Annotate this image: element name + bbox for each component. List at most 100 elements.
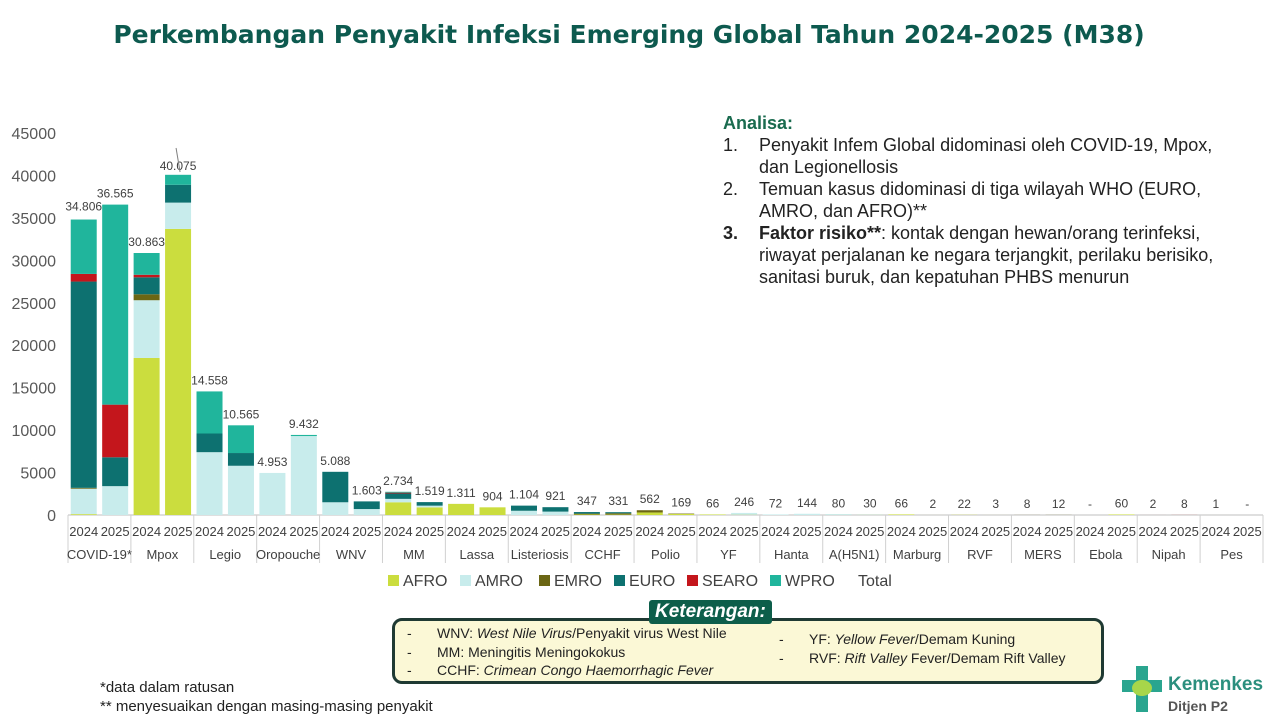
bar-segment-euro bbox=[353, 501, 380, 510]
x-tick-label: 2025 bbox=[918, 524, 947, 539]
x-tick-label: 2025 bbox=[1170, 524, 1199, 539]
bar-segment-amro bbox=[762, 514, 789, 515]
data-label: 2.734 bbox=[383, 474, 413, 488]
x-tick-label: 2025 bbox=[855, 524, 884, 539]
bar-segment-searo bbox=[70, 273, 97, 282]
x-tick-label: 2025 bbox=[415, 524, 444, 539]
y-tick-label: 0 bbox=[47, 508, 56, 525]
analysis-item: 3. Faktor risiko**: kontak dengan hewan/o… bbox=[723, 223, 1214, 287]
x-tick-label: 2024 bbox=[824, 524, 853, 539]
x-tick-label: 2025 bbox=[101, 524, 130, 539]
x-tick-label: 2024 bbox=[447, 524, 476, 539]
data-label: 4.953 bbox=[257, 455, 287, 469]
bar-segment-afro bbox=[668, 513, 695, 515]
bar-segment-amro bbox=[385, 498, 412, 503]
data-label: 36.565 bbox=[97, 187, 134, 201]
x-tick-label: 2025 bbox=[289, 524, 318, 539]
x-tick-label: 2025 bbox=[667, 524, 696, 539]
x-tick-label: 2024 bbox=[1201, 524, 1230, 539]
bar-segment-amro bbox=[196, 452, 223, 515]
data-label: 246 bbox=[734, 495, 754, 509]
bar-segment-amro bbox=[731, 512, 758, 515]
x-tick-label: 2025 bbox=[1233, 524, 1262, 539]
x-tick-label: 2024 bbox=[69, 524, 98, 539]
x-tick-label: 2024 bbox=[761, 524, 790, 539]
bar-segment-amro bbox=[510, 510, 537, 515]
bar-segment-amro bbox=[290, 436, 317, 515]
category-label: Pes bbox=[1220, 547, 1243, 562]
category-label: Nipah bbox=[1152, 547, 1186, 562]
data-label: 1.311 bbox=[447, 486, 476, 500]
data-label: 66 bbox=[706, 496, 720, 510]
page-title: Perkembangan Penyakit Infeksi Emerging G… bbox=[113, 20, 1145, 49]
legend-label: EMRO bbox=[554, 573, 602, 590]
bar-segment-euro bbox=[227, 453, 254, 466]
x-tick-label: 2024 bbox=[1013, 524, 1042, 539]
data-label: 169 bbox=[671, 496, 691, 510]
x-tick-label: 2024 bbox=[1138, 524, 1167, 539]
y-tick-label: 30000 bbox=[12, 253, 57, 270]
bar-segment-amro bbox=[70, 488, 97, 515]
y-tick-label: 10000 bbox=[12, 423, 57, 440]
category-label: Lassa bbox=[459, 547, 494, 562]
legend-label: SEARO bbox=[702, 573, 758, 590]
bar-segment-wpro bbox=[385, 491, 412, 493]
legend-swatch-amro bbox=[460, 575, 471, 586]
kemenkes-logo: Kemenkes Ditjen P2 bbox=[1118, 664, 1268, 714]
x-tick-label: 2024 bbox=[887, 524, 916, 539]
bar-segment-euro bbox=[322, 471, 349, 503]
logo-name: Kemenkes bbox=[1168, 674, 1264, 695]
bar-segment-amro bbox=[416, 505, 443, 508]
bar-segment-afro bbox=[165, 228, 192, 515]
data-label: 14.558 bbox=[191, 373, 228, 387]
category-label: MERS bbox=[1024, 547, 1062, 562]
bar-segment-emro bbox=[605, 513, 632, 515]
data-label: - bbox=[1245, 497, 1249, 511]
data-label: 8 bbox=[1181, 497, 1188, 511]
x-tick-label: 2025 bbox=[164, 524, 193, 539]
bar-segment-amro bbox=[542, 511, 569, 515]
data-label: 12 bbox=[1052, 497, 1066, 511]
bar-segment-wpro bbox=[133, 253, 160, 275]
category-label: Polio bbox=[651, 547, 680, 562]
legend-label: EURO bbox=[629, 573, 675, 590]
category-label: Mpox bbox=[146, 547, 178, 562]
bar-segment-euro bbox=[605, 512, 632, 514]
bar-segment-afro bbox=[70, 514, 97, 515]
x-tick-label: 2024 bbox=[384, 524, 413, 539]
logo-sub: Ditjen P2 bbox=[1168, 698, 1228, 714]
data-label: 1 bbox=[1212, 497, 1219, 511]
bar-segment-afro bbox=[699, 514, 726, 515]
data-label: 30.863 bbox=[128, 235, 165, 249]
x-tick-label: 2025 bbox=[352, 524, 381, 539]
x-tick-label: 2025 bbox=[541, 524, 570, 539]
bar-segment-searo bbox=[102, 404, 129, 458]
bar-segment-amro bbox=[825, 514, 852, 515]
bar-segment-emro bbox=[133, 294, 160, 301]
bar-segment-afro bbox=[1108, 514, 1135, 515]
footnote: ** menyesuaikan dengan masing-masing pen… bbox=[100, 698, 433, 715]
x-tick-label: 2024 bbox=[1076, 524, 1105, 539]
category-label: Listeriosis bbox=[511, 547, 569, 562]
bar-segment-wpro bbox=[165, 174, 192, 185]
bar-segment-euro bbox=[385, 493, 412, 499]
data-label: 1.104 bbox=[509, 488, 539, 502]
analysis-heading: Analisa: bbox=[723, 113, 794, 133]
category-label: A(H5N1) bbox=[829, 547, 880, 562]
footnote: *data dalam ratusan bbox=[100, 679, 235, 696]
y-tick-label: 35000 bbox=[12, 211, 57, 228]
y-tick-label: 15000 bbox=[12, 381, 57, 398]
bar-segment-afro bbox=[636, 512, 663, 515]
data-label: 22 bbox=[958, 497, 972, 511]
bar-segment-wpro bbox=[290, 434, 317, 437]
data-label: 1.603 bbox=[352, 483, 382, 497]
data-label: 2 bbox=[1150, 497, 1157, 511]
legend-swatch-wpro bbox=[770, 575, 781, 586]
bar-segment-emro bbox=[70, 487, 97, 489]
bar-segment-emro bbox=[573, 513, 600, 515]
legend-label: Total bbox=[858, 573, 892, 590]
y-tick-label: 40000 bbox=[12, 168, 57, 185]
data-label: 1.519 bbox=[415, 484, 445, 498]
bar-segment-euro bbox=[510, 505, 537, 511]
bar-segment-euro bbox=[573, 512, 600, 514]
